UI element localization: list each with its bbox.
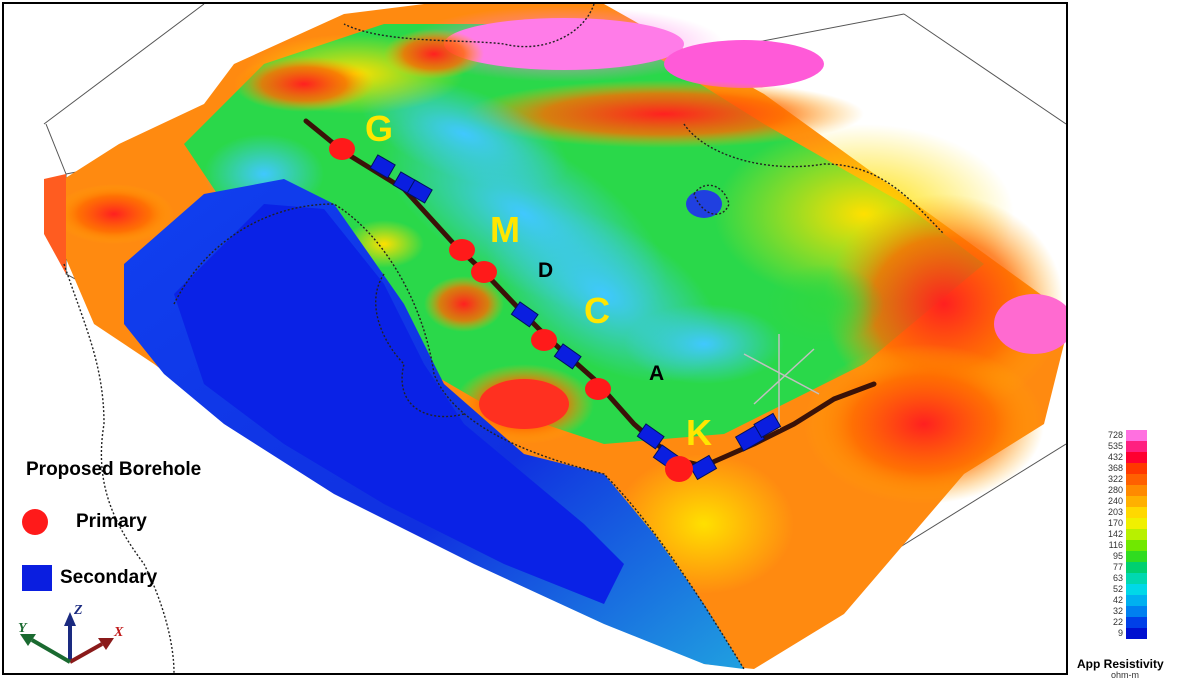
legend-primary: Primary: [22, 509, 147, 535]
axis-x-label: X: [113, 625, 124, 640]
secondary-boreholes: [369, 154, 782, 481]
colorbar-tick-label: 322: [1107, 474, 1123, 484]
secondary-borehole: [510, 301, 539, 328]
colorbar-swatch: [1126, 529, 1147, 540]
colorbar-swatch: [1126, 540, 1147, 551]
primary-borehole-symbol: [22, 509, 48, 535]
colorbar-tick-label: 142: [1107, 529, 1123, 539]
site-label-c: C: [584, 290, 610, 331]
map-frame: Z X Y G M D C A K Proposed Borehole Prim…: [2, 2, 1068, 675]
colorbar-swatch: [1126, 496, 1147, 507]
colorbar-unit: ohm-m: [1111, 670, 1140, 680]
legend-title: Proposed Borehole: [26, 459, 202, 480]
low-resistivity-body: [44, 174, 744, 669]
colorbar-tick-label: 95: [1112, 551, 1123, 561]
colorbar-swatch: [1126, 628, 1147, 639]
colorbar-swatch: [1126, 518, 1147, 529]
axis-y-label: Y: [18, 621, 28, 636]
colorbar-swatch: [1126, 474, 1147, 485]
primary-borehole: [665, 456, 693, 482]
site-label-m: M: [490, 209, 520, 250]
secondary-borehole: [636, 423, 665, 450]
contour-lines: [63, 4, 945, 673]
colorbar-tick-label: 280: [1107, 485, 1123, 495]
primary-borehole: [449, 239, 475, 261]
secondary-borehole: [689, 454, 718, 481]
survey-cross-icon: [743, 334, 820, 429]
colorbar-tick-label: 368: [1107, 463, 1123, 473]
colorbar-swatch: [1126, 463, 1147, 474]
site-label-g: G: [365, 108, 394, 149]
colorbar-swatch: [1126, 441, 1147, 452]
colorbar-swatch: [1126, 507, 1147, 518]
colorbar-tick-label: 63: [1112, 573, 1123, 583]
primary-boreholes: [329, 138, 693, 482]
colorbar-swatch: [1126, 595, 1147, 606]
resistivity-3d-model: Z X Y: [18, 4, 1066, 673]
colorbar-tick-label: 42: [1112, 595, 1123, 605]
colorbar-tick-label: 32: [1112, 606, 1123, 616]
borehole-legend: Proposed Borehole Primary Secondary: [22, 459, 272, 599]
colorbar-swatch: [1126, 573, 1147, 584]
site-label-k: K: [686, 412, 712, 453]
colorbar-swatch: [1126, 452, 1147, 463]
secondary-borehole: [553, 343, 582, 370]
secondary-borehole: [406, 179, 433, 204]
secondary-borehole-symbol: [22, 565, 52, 591]
colorbar-title: App Resistivity: [1077, 657, 1164, 671]
colorbar-tick-label: 432: [1107, 452, 1123, 462]
colorbar-swatch: [1126, 606, 1147, 617]
primary-borehole: [329, 138, 355, 160]
legend-primary-label: Primary: [76, 511, 147, 532]
colorbar-tick-label: 535: [1107, 441, 1123, 451]
site-label-a: A: [649, 362, 665, 385]
colorbar-tick-label: 728: [1107, 430, 1123, 440]
primary-borehole: [531, 329, 557, 351]
secondary-borehole: [369, 154, 396, 179]
colorbar-swatch: [1126, 617, 1147, 628]
resistivity-colorbar: App Resistivity ohm-m 728 535 432 368 322 280…: [1077, 428, 1186, 690]
axis-z-label: Z: [73, 603, 83, 618]
colorbar-swatch: [1126, 551, 1147, 562]
colorbar-tick-label: 22: [1112, 617, 1123, 627]
colorbar-swatch: [1126, 430, 1147, 441]
colorbar-tick-label: 170: [1107, 518, 1123, 528]
legend-secondary-label: Secondary: [60, 567, 158, 588]
secondary-borehole: [753, 412, 782, 439]
axis-triad: Z X Y: [18, 603, 124, 664]
colorbar-tick-label: 116: [1108, 540, 1123, 550]
colorbar-tick-label: 52: [1112, 584, 1123, 594]
colorbar-swatch: [1126, 485, 1147, 496]
colorbar-tick-label: 240: [1107, 496, 1123, 506]
primary-borehole: [471, 261, 497, 283]
primary-borehole: [585, 378, 611, 400]
colorbar-tick-label: 77: [1112, 562, 1123, 572]
colorbar-tick-label: 9: [1117, 628, 1123, 638]
colorbar-swatch: [1126, 584, 1147, 595]
legend-secondary: Secondary: [22, 565, 157, 591]
site-label-d: D: [538, 259, 554, 282]
colorbar-swatch: [1126, 562, 1147, 573]
colorbar-tick-label: 203: [1107, 507, 1123, 517]
